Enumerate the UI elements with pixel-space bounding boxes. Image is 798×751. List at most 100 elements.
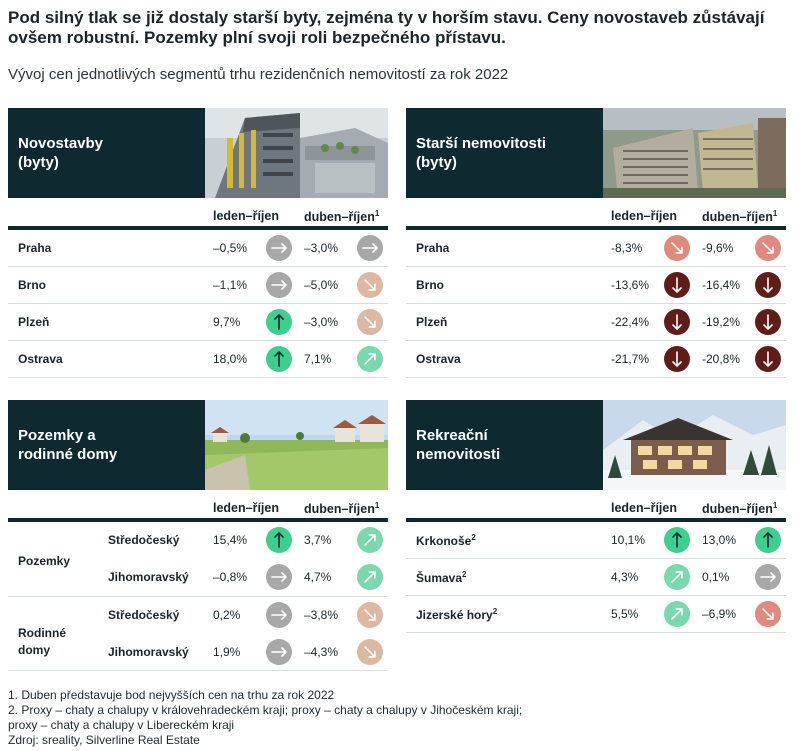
value-duben-rijen: –3,8% (304, 608, 338, 622)
panel-title: Pozemky a rodinné domy (8, 400, 205, 490)
flat-arrow-icon (266, 235, 292, 261)
value-duben-rijen: -9,6% (702, 241, 733, 255)
value-duben-rijen: 13,0% (702, 533, 736, 547)
row-label: Plzeň (416, 315, 447, 329)
down-right-arrow-icon (357, 272, 383, 298)
subtitle: Vývoj cen jednotlivých segmentů trhu rez… (8, 66, 508, 83)
down-arrow-icon (755, 346, 781, 372)
flat-arrow-icon (266, 602, 292, 628)
table-row: Praha –0,5% –3,0% (8, 230, 388, 267)
apartment-building-photo (205, 108, 388, 198)
panel-title: Starší nemovitosti (byty) (406, 108, 603, 198)
table-row: Plzeň -22,4% -19,2% (406, 304, 786, 341)
footnote-2-continued: proxy – chaty a chalupy v Libereckém kra… (8, 718, 522, 733)
value-duben-rijen: 4,7% (304, 570, 331, 584)
column-header-2: duben–říjen1 (702, 209, 777, 224)
down-right-arrow-icon (755, 601, 781, 627)
panel-header: Pozemky a rodinné domy (8, 400, 388, 490)
value-leden-rijen: –1,1% (213, 278, 247, 292)
source-note: Zdroj: sreality, Silverline Real Estate (8, 733, 522, 748)
value-leden-rijen: 4,3% (611, 570, 638, 584)
panel-housing-photo (603, 108, 786, 198)
table-row: Šumava2 4,3% 0,1% (406, 559, 786, 596)
table-row: Brno –1,1% –5,0% (8, 267, 388, 304)
table-row: Brno -13,6% -16,4% (406, 267, 786, 304)
flat-arrow-icon (357, 235, 383, 261)
column-header-1: leden–říjen (213, 209, 279, 223)
panel-novostavby: Novostavby (byty) leden–říjen duben–říjen… (8, 108, 388, 378)
value-duben-rijen: -16,4% (702, 278, 740, 292)
value-leden-rijen: 5,5% (611, 607, 638, 621)
value-leden-rijen: 15,4% (213, 533, 247, 547)
row-label: Ostrava (18, 352, 63, 366)
table-row: Jihomoravský –0,8% 4,7% (8, 559, 388, 596)
value-duben-rijen: 7,1% (304, 352, 331, 366)
row-label: Plzeň (18, 315, 49, 329)
row-label: Brno (18, 278, 46, 292)
row-label: Středočeský (108, 608, 179, 622)
column-headers: leden–říjen duben–říjen1 (406, 198, 786, 230)
value-duben-rijen: –5,0% (304, 278, 338, 292)
row-label: Jihomoravský (108, 645, 189, 659)
panel-rekreacni-nemovitosti: Rekreační nemovitosti leden–říjen duben–ř… (406, 400, 786, 633)
up-right-arrow-icon (664, 601, 690, 627)
panel-pozemky-rodinne-domy: Pozemky a rodinné domy leden–říjen duben–… (8, 400, 388, 672)
table-row: Středočeský 0,2% –3,8% (8, 597, 388, 634)
row-label: Středočeský (108, 533, 179, 547)
up-right-arrow-icon (664, 564, 690, 590)
value-duben-rijen: –4,3% (304, 645, 338, 659)
column-header-1: leden–říjen (213, 501, 279, 515)
panel-header: Rekreační nemovitosti (406, 400, 786, 490)
panel-title: Novostavby (byty) (8, 108, 205, 198)
grouped-rows: Pozemky Rodinné domy Středočeský 15,4% 3,7%… (8, 522, 388, 672)
value-leden-rijen: -13,6% (611, 278, 649, 292)
down-arrow-icon (664, 272, 690, 298)
column-headers: leden–říjen duben–říjen1 (406, 490, 786, 522)
down-right-arrow-icon (755, 235, 781, 261)
row-label: Praha (416, 241, 449, 255)
column-header-1: leden–říjen (611, 209, 677, 223)
column-header-1: leden–říjen (611, 501, 677, 515)
value-leden-rijen: 9,7% (213, 315, 240, 329)
down-right-arrow-icon (357, 602, 383, 628)
up-right-arrow-icon (357, 346, 383, 372)
value-duben-rijen: –3,0% (304, 315, 338, 329)
value-leden-rijen: -22,4% (611, 315, 649, 329)
flat-arrow-icon (266, 564, 292, 590)
rows: Praha –0,5% –3,0% Brno –1,1% –5,0% Plzeň 9,7% –3… (8, 230, 388, 378)
row-label: Krkonoše2 (416, 533, 476, 548)
value-duben-rijen: 3,7% (304, 533, 331, 547)
value-duben-rijen: –6,9% (702, 607, 736, 621)
down-right-arrow-icon (664, 235, 690, 261)
column-headers: leden–říjen duben–říjen1 (8, 490, 388, 522)
value-leden-rijen: 18,0% (213, 352, 247, 366)
row-label: Šumava2 (416, 570, 466, 585)
value-leden-rijen: 1,9% (213, 645, 240, 659)
column-header-2: duben–říjen1 (304, 501, 379, 516)
up-arrow-icon (266, 346, 292, 372)
table-row: Jihomoravský 1,9% –4,3% (8, 634, 388, 671)
row-label: Brno (416, 278, 444, 292)
down-right-arrow-icon (357, 639, 383, 665)
panel-header: Starší nemovitosti (byty) (406, 108, 786, 198)
value-leden-rijen: -21,7% (611, 352, 649, 366)
value-duben-rijen: 0,1% (702, 570, 729, 584)
down-arrow-icon (664, 346, 690, 372)
up-arrow-icon (266, 527, 292, 553)
mountain-chalet-photo (603, 400, 786, 490)
table-row: Ostrava 18,0% 7,1% (8, 341, 388, 378)
column-header-2: duben–říjen1 (304, 209, 379, 224)
row-label: Praha (18, 241, 51, 255)
flat-arrow-icon (266, 639, 292, 665)
rows: Praha -8,3% -9,6% Brno -13,6% -16,4% Plzeň -22,… (406, 230, 786, 378)
value-duben-rijen: –3,0% (304, 241, 338, 255)
up-arrow-icon (755, 527, 781, 553)
table-row: Středočeský 15,4% 3,7% (8, 522, 388, 559)
table-row: Jizerské hory2 5,5% –6,9% (406, 596, 786, 633)
column-headers: leden–říjen duben–říjen1 (8, 198, 388, 230)
footnotes: 1. Duben představuje bod nejvyšších cen … (8, 688, 522, 748)
up-right-arrow-icon (357, 564, 383, 590)
down-right-arrow-icon (357, 309, 383, 335)
value-leden-rijen: -8,3% (611, 241, 642, 255)
panel-header: Novostavby (byty) (8, 108, 388, 198)
